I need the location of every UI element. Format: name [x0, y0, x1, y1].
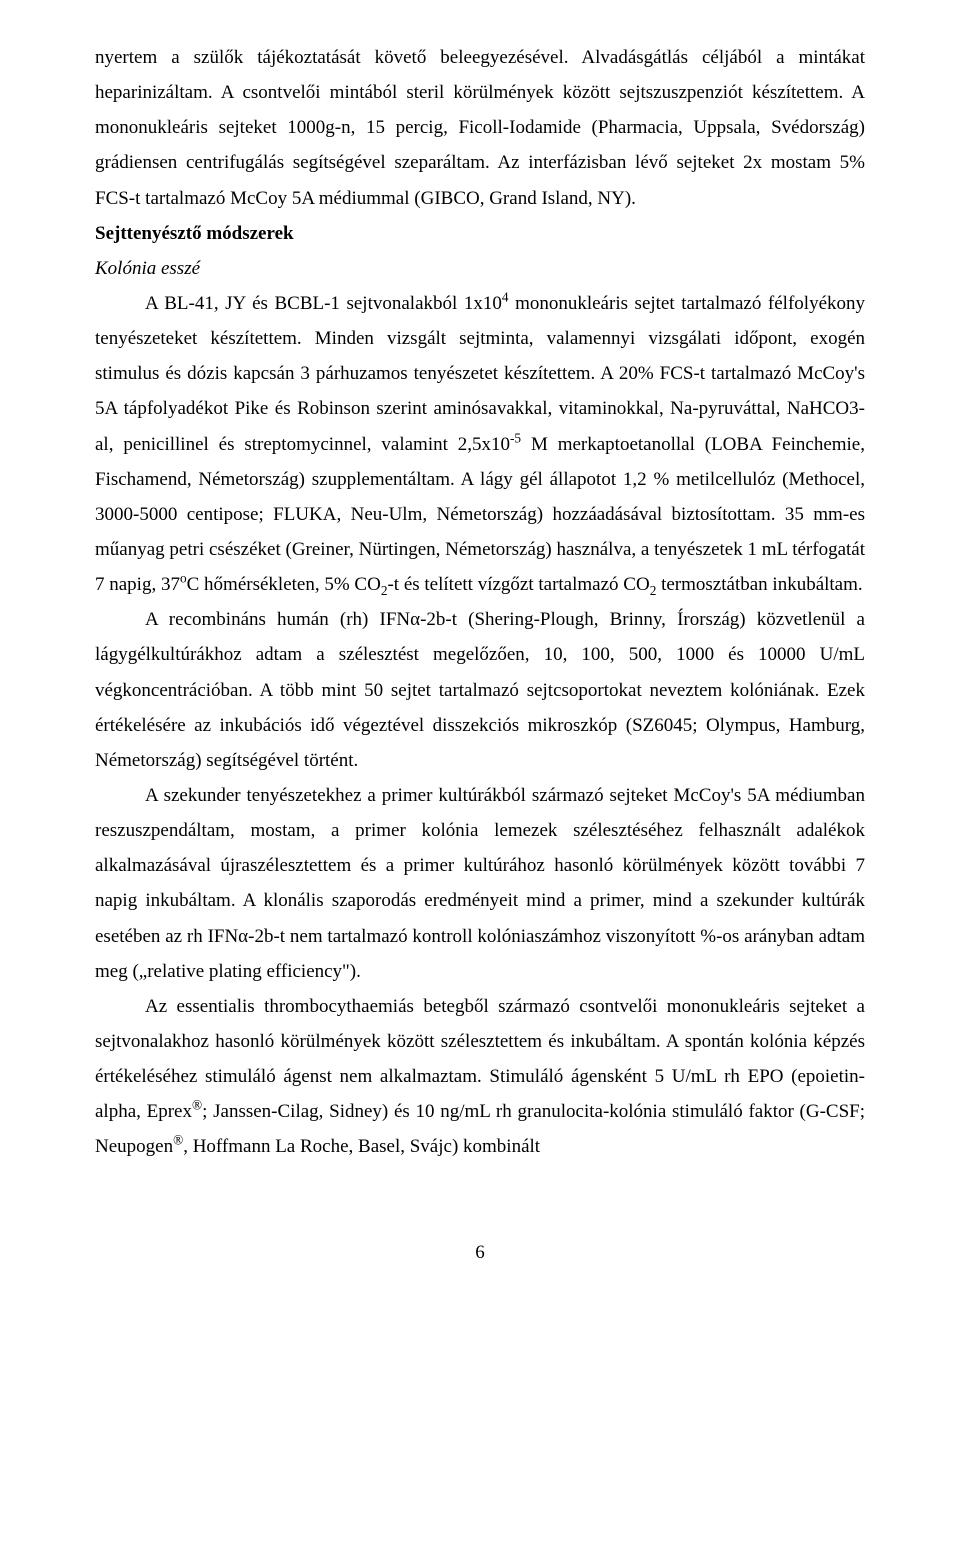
superscript: -5: [510, 430, 521, 445]
paragraph-et: Az essentialis thrombocythaemiás betegbő…: [95, 989, 865, 1165]
superscript-degree: o: [180, 571, 187, 586]
registered-icon: ®: [192, 1098, 202, 1113]
page-content: nyertem a szülők tájékoztatását követő b…: [0, 0, 960, 1310]
text-fragment: -t és telített vízgőzt tartalmazó CO: [387, 574, 649, 595]
text-fragment: M merkaptoetanollal (LOBA Feinchemie, Fi…: [95, 434, 865, 596]
superscript: 4: [502, 290, 509, 305]
registered-icon: ®: [173, 1133, 183, 1148]
paragraph-colony: A BL-41, JY és BCBL-1 sejtvonalakból 1x1…: [95, 286, 865, 602]
page-number: 6: [95, 1235, 865, 1270]
text-fragment: mononukleáris sejtet tartalmazó félfolyé…: [95, 293, 865, 455]
paragraph-ifn: A recombináns humán (rh) IFNα-2b-t (Sher…: [95, 602, 865, 778]
text-fragment: termosztátban inkubáltam.: [656, 574, 862, 595]
text-fragment: C hőmérsékleten, 5% CO: [187, 574, 381, 595]
paragraph-intro: nyertem a szülők tájékoztatását követő b…: [95, 40, 865, 216]
heading-methods: Sejttenyésztő módszerek: [95, 216, 865, 251]
heading-colony-assay: Kolónia esszé: [95, 251, 865, 286]
text-fragment: , Hoffmann La Roche, Basel, Svájc) kombi…: [183, 1136, 540, 1157]
paragraph-secondary: A szekunder tenyészetekhez a primer kult…: [95, 778, 865, 989]
text-fragment: A BL-41, JY és BCBL-1 sejtvonalakból 1x1…: [145, 293, 502, 314]
